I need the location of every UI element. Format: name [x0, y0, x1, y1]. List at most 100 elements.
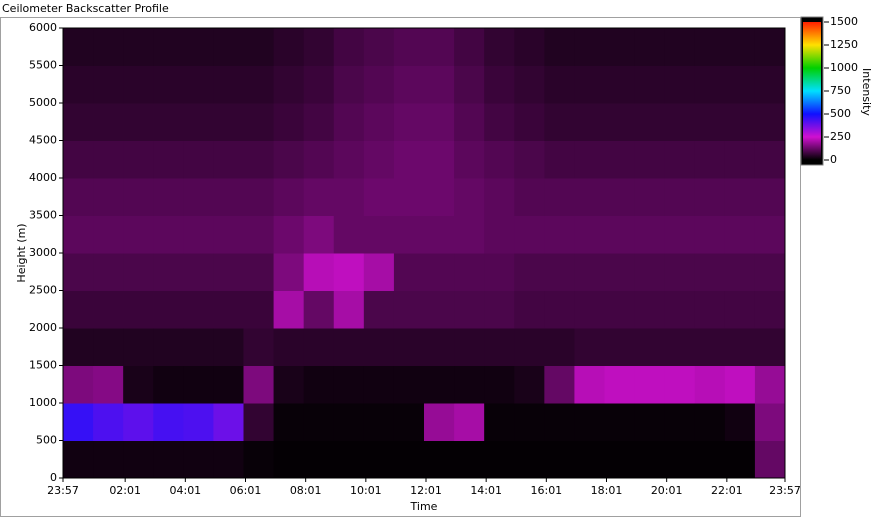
heatmap-cell [694, 253, 726, 291]
heatmap-cell [303, 290, 335, 329]
heatmap-cell [754, 178, 786, 216]
heatmap-cell [333, 290, 365, 329]
heatmap-cell [63, 328, 94, 366]
x-tick-label: 06:01 [230, 484, 262, 497]
heatmap-cell [363, 328, 395, 366]
heatmap-cell [273, 215, 305, 254]
heatmap-cell [424, 365, 455, 404]
heatmap-cell [123, 328, 154, 366]
heatmap-cell [754, 28, 786, 66]
heatmap-cell [604, 328, 636, 366]
heatmap-cell [634, 103, 666, 141]
heatmap-cell [363, 140, 395, 179]
x-tick-label: 12:01 [410, 484, 442, 497]
heatmap-cell [303, 65, 335, 104]
heatmap-cell [93, 140, 124, 179]
heatmap-cell [363, 28, 395, 66]
heatmap-cell [514, 253, 545, 291]
heatmap-cell [183, 65, 214, 104]
heatmap-cell [93, 215, 124, 254]
heatmap-cell [664, 403, 696, 441]
x-tick-label: 23:57 [47, 484, 79, 497]
heatmap-cell [724, 140, 756, 179]
heatmap-cell [664, 178, 696, 216]
heatmap-cell [574, 178, 605, 216]
heatmap-cell [333, 28, 365, 66]
heatmap-cell [424, 28, 455, 66]
colorbar-tick-label: 1250 [830, 38, 858, 51]
heatmap-cell [153, 103, 184, 141]
heatmap-cell [454, 28, 485, 66]
heatmap-cell [243, 28, 275, 66]
heatmap-cell [333, 65, 365, 104]
heatmap-cell [93, 178, 124, 216]
heatmap-cell [213, 178, 244, 216]
heatmap-cell [424, 65, 455, 104]
heatmap-cell [63, 178, 94, 216]
heatmap-cell [484, 440, 515, 479]
heatmap-cell [333, 328, 365, 366]
heatmap-cell [63, 365, 94, 404]
heatmap-cell [333, 403, 365, 441]
heatmap-cell [664, 365, 696, 404]
y-tick-label: 6000 [29, 21, 57, 34]
heatmap-cell [393, 253, 425, 291]
heatmap-cell [754, 328, 786, 366]
heatmap-cell [754, 290, 786, 329]
heatmap-cell [153, 328, 184, 366]
heatmap-cell [484, 253, 515, 291]
heatmap-cell [123, 403, 154, 441]
heatmap-cell [724, 365, 756, 404]
heatmap-cell [63, 403, 94, 441]
heatmap-cell [754, 65, 786, 104]
heatmap-cell [123, 253, 154, 291]
heatmap-cell [604, 178, 636, 216]
heatmap-cell [694, 178, 726, 216]
heatmap-cell [63, 28, 94, 66]
heatmap-cell [303, 103, 335, 141]
heatmap-cell [333, 365, 365, 404]
heatmap-cell [454, 253, 485, 291]
heatmap-cell [273, 253, 305, 291]
heatmap-cell [634, 215, 666, 254]
heatmap-cell [634, 253, 666, 291]
heatmap-cell [303, 215, 335, 254]
heatmap-cell [544, 403, 575, 441]
heatmap-cell [123, 440, 154, 479]
heatmap-cell [303, 440, 335, 479]
colorbar-tick-label: 500 [830, 107, 851, 120]
heatmap-cell [303, 403, 335, 441]
heatmap-cell [724, 403, 756, 441]
heatmap-cell [243, 140, 275, 179]
heatmap-cell [273, 103, 305, 141]
heatmap-cell [514, 215, 545, 254]
heatmap-cell [574, 215, 605, 254]
heatmap-cell [514, 140, 545, 179]
heatmap-cell [724, 28, 756, 66]
heatmap-cell [604, 365, 636, 404]
heatmap-cell [393, 290, 425, 329]
heatmap-cell [303, 328, 335, 366]
y-tick-label: 0 [50, 471, 57, 484]
heatmap-cell [754, 215, 786, 254]
heatmap-cell [123, 178, 154, 216]
heatmap-cell [273, 365, 305, 404]
heatmap-cell [754, 140, 786, 179]
heatmap-cell [754, 365, 786, 404]
x-tick-label: 08:01 [290, 484, 322, 497]
heatmap-cell [664, 328, 696, 366]
colorbar-label: Intensity [860, 68, 873, 116]
heatmap-cell [604, 28, 636, 66]
heatmap-cell [333, 140, 365, 179]
heatmap-cell [363, 253, 395, 291]
heatmap-cell [393, 440, 425, 479]
heatmap-cell [634, 65, 666, 104]
heatmap-cell [393, 178, 425, 216]
heatmap-cell [273, 290, 305, 329]
heatmap-cell [153, 253, 184, 291]
heatmap-cell [243, 103, 275, 141]
heatmap-cell [273, 178, 305, 216]
heatmap-cell [634, 178, 666, 216]
heatmap-cell [454, 290, 485, 329]
